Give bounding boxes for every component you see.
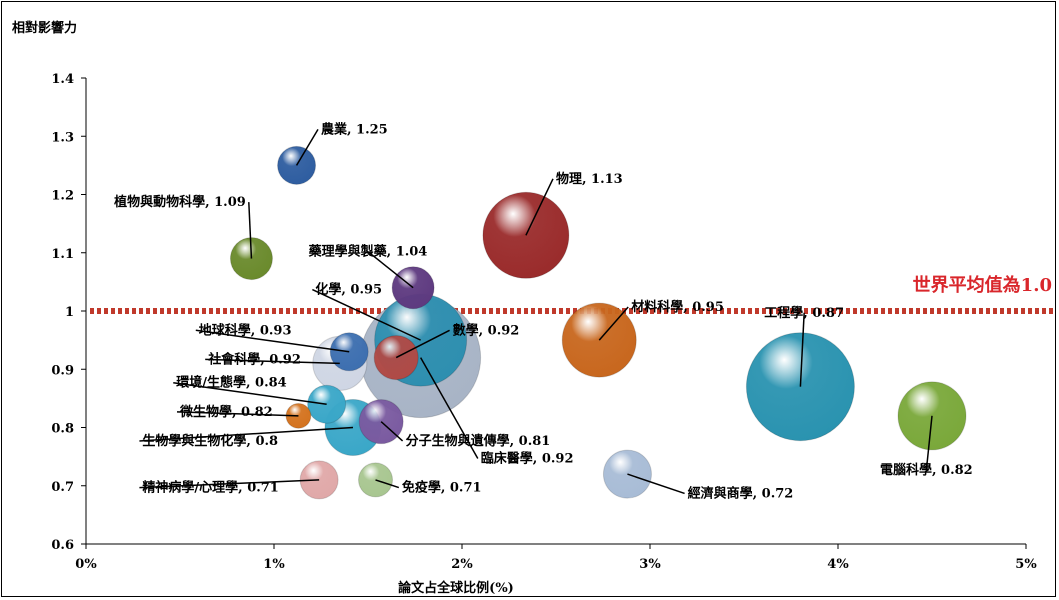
- bubble-label: 臨床醫學, 0.92: [481, 450, 574, 466]
- bubbles: [229, 145, 967, 500]
- bubble-label: 農業, 1.25: [321, 121, 388, 137]
- leader-line: [176, 411, 299, 417]
- y-tick-label: 0.8: [51, 422, 74, 437]
- leader-line: [380, 421, 404, 442]
- world-average-label: 世界平均值為1.0: [913, 274, 1052, 296]
- bubble-label: 藥理學與製藥, 1.04: [308, 244, 428, 260]
- leader-line: [419, 357, 479, 459]
- y-tick-label: 0.6: [51, 538, 74, 553]
- leader-line: [173, 381, 327, 405]
- bubble-label: 微生物學, 0.82: [179, 404, 273, 420]
- x-axis-title: 論文占全球比例(%): [398, 580, 514, 596]
- leader-line: [375, 479, 400, 489]
- leader-line: [295, 128, 319, 166]
- x-tick-label: 4%: [827, 557, 849, 572]
- bubble-label: 數學, 0.92: [453, 322, 520, 338]
- leader-line: [367, 251, 414, 289]
- y-tick-label: 1.2: [51, 189, 74, 204]
- leader-line: [799, 312, 805, 387]
- bubble-label: 社會科學, 0.92: [207, 351, 301, 367]
- bubble-label: 免疫學, 0.71: [402, 480, 482, 496]
- leader-line: [139, 479, 320, 489]
- bubble-label: 植物與動物科學, 1.09: [113, 194, 246, 210]
- x-tick-label: 5%: [1015, 557, 1037, 572]
- axes: 0.6 0.7 0.8 0.9 1 1.1 1.2 1.3 1.4 0% 1% 2% 3% 4% 5% 相對影…: [12, 20, 1037, 596]
- x-tick-label: 1%: [263, 557, 285, 572]
- leader-line: [525, 178, 554, 236]
- y-tick-label: 1.4: [51, 72, 74, 87]
- x-tick-label: 2%: [451, 557, 473, 572]
- leader-line: [205, 358, 340, 365]
- y-tick-label: 0.7: [51, 480, 74, 495]
- bubble-label: 環境/生態學, 0.84: [176, 375, 286, 391]
- leader-line: [139, 426, 354, 442]
- bubble-label: 工程學, 0.87: [764, 305, 844, 321]
- leader-line: [925, 415, 933, 471]
- bubble-label: 經濟與商學, 0.72: [688, 485, 794, 501]
- y-tick-label: 1.1: [51, 247, 74, 262]
- bubble-label: 物理, 1.13: [556, 171, 623, 187]
- y-tick-label: 0.9: [51, 363, 74, 378]
- bubble-label: 生物學與生物化學, 0.8: [142, 433, 278, 449]
- bubble-label: 電腦科學, 0.82: [880, 462, 973, 478]
- leader-line: [248, 202, 253, 259]
- reference-line: 世界平均值為1.0: [90, 274, 1054, 314]
- y-tick-label: 1.3: [51, 130, 74, 145]
- y-tick-label: 1: [65, 305, 74, 320]
- bubble-label: 分子生物與遺傳學, 0.81: [406, 433, 551, 449]
- bubble-label: 地球科學, 0.93: [199, 322, 292, 338]
- y-axis-title: 相對影響力: [12, 20, 77, 36]
- leader-line: [312, 288, 421, 341]
- leader-line: [195, 329, 350, 353]
- bubble-label: 材料科學, 0.95: [631, 299, 724, 315]
- x-tick-label: 3%: [639, 557, 661, 572]
- leader-line: [598, 306, 629, 341]
- bubble-labels: 農業, 1.25 植物與動物科學, 1.09 物理, 1.13 藥理學與製藥, 1.0…: [113, 121, 973, 501]
- bubble-label: 化學, 0.95: [315, 282, 382, 298]
- leader-line: [627, 473, 685, 495]
- bubble-label: 精神病學/心理學, 0.71: [142, 480, 278, 496]
- leader-line: [395, 329, 450, 359]
- x-tick-label: 0%: [75, 557, 97, 572]
